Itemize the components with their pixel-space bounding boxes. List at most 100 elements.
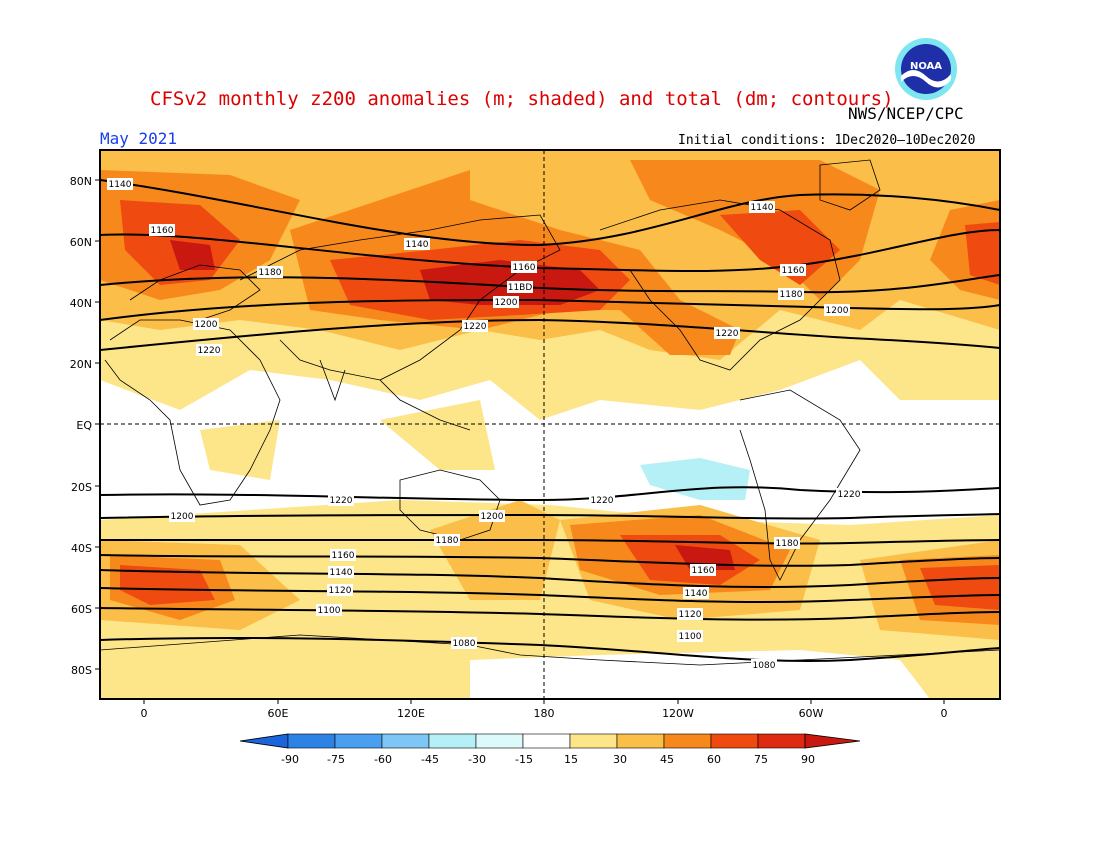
contour-label: 1180 <box>257 266 283 278</box>
colorbar-seg <box>757 733 806 749</box>
lat-label-20n: 20N <box>70 358 92 371</box>
svg-text:1200: 1200 <box>495 298 518 308</box>
contour-label: 1220 <box>462 320 488 332</box>
svg-text:1180: 1180 <box>259 268 282 278</box>
svg-text:1160: 1160 <box>782 266 805 276</box>
colorbar-label: 60 <box>707 753 721 766</box>
contour-label: 1120 <box>327 584 353 596</box>
lon-label-0: 0 <box>141 707 148 720</box>
colorbar-seg <box>522 733 571 749</box>
colorbar-seg <box>334 733 383 749</box>
contour-label: 1100 <box>316 604 342 616</box>
svg-text:1180: 1180 <box>436 536 459 546</box>
contour-label: 1140 <box>328 566 354 578</box>
coast-india <box>319 359 346 402</box>
lon-label-60w: 60W <box>799 707 824 720</box>
coast-seasia <box>379 379 471 431</box>
contour-label: 1180 <box>774 537 800 549</box>
contour-label: 1200 <box>824 304 850 316</box>
colorbar-seg <box>710 733 759 749</box>
colorbar-seg <box>287 733 336 749</box>
contour-label: 1160 <box>149 224 175 236</box>
lat-label-60n: 60N <box>70 236 92 249</box>
colorbar-label: -90 <box>281 753 299 766</box>
svg-text:1160: 1160 <box>513 263 536 273</box>
svg-text:1180: 1180 <box>776 539 799 549</box>
svg-text:1200: 1200 <box>171 512 194 522</box>
shade-nh-75-west <box>170 240 215 270</box>
shade-sh-30 <box>100 500 1000 640</box>
noaa-logo-icon: NOAA <box>895 38 957 100</box>
svg-text:1120: 1120 <box>679 610 702 620</box>
initial-conditions: Initial conditions: 1Dec2020–10Dec2020 <box>678 133 976 148</box>
agency-label: NWS/NCEP/CPC <box>848 104 964 123</box>
contour-label: 1140 <box>683 587 709 599</box>
shade-antarctic-white <box>470 650 930 699</box>
lat-label-60s: 60S <box>71 603 92 616</box>
contour-label: 1080 <box>451 637 477 649</box>
svg-text:1220: 1220 <box>464 322 487 332</box>
contour-label: 1120 <box>677 608 703 620</box>
lon-label-0-east: 0 <box>941 707 948 720</box>
colorbar-arrow-right <box>804 733 861 749</box>
contour-label: 11BD <box>507 281 533 293</box>
lat-label-80n: 80N <box>70 175 92 188</box>
contour-label: 1200 <box>493 296 519 308</box>
lon-axis: 0 60E 120E 180 120W 60W 0 <box>141 699 948 720</box>
contour-label: 1080 <box>751 659 777 671</box>
svg-text:1200: 1200 <box>481 512 504 522</box>
contour-sh-1160 <box>100 554 1000 567</box>
shade-trop-2 <box>200 420 280 480</box>
colorbar-seg <box>381 733 430 749</box>
contour-nh-1200 <box>100 298 1000 321</box>
logo-text: NOAA <box>910 61 942 72</box>
svg-text:1160: 1160 <box>151 226 174 236</box>
contour-label-group: 1140 1160 1180 1200 1220 1140 1160 11BD … <box>107 178 862 671</box>
colorbar: -90 -75 -60 -45 -30 -15 15 30 45 60 75 9… <box>239 733 861 766</box>
svg-text:1140: 1140 <box>751 203 774 213</box>
svg-text:1220: 1220 <box>330 496 353 506</box>
contour-sh-1120 <box>100 587 1000 604</box>
contour-label: 1200 <box>169 510 195 522</box>
colorbar-label: 30 <box>613 753 627 766</box>
contour-label: 1160 <box>780 264 806 276</box>
contour-label: 1140 <box>107 178 133 190</box>
chart-title: CFSv2 monthly z200 anomalies (m; shaded)… <box>150 88 894 110</box>
svg-text:1200: 1200 <box>195 320 218 330</box>
svg-text:1220: 1220 <box>591 496 614 506</box>
contour-label: 1220 <box>196 344 222 356</box>
contour-nh-1160 <box>100 229 1000 273</box>
svg-text:1140: 1140 <box>109 180 132 190</box>
colorbar-arrow-left <box>239 733 289 749</box>
lat-axis: 80N 60N 40N 20N EQ 20S 40S 60S 80S <box>70 175 100 677</box>
contour-nh-1180 <box>100 274 1000 294</box>
colorbar-seg <box>428 733 477 749</box>
contour-sh-1220 <box>100 486 1000 502</box>
lon-label-120w: 120W <box>662 707 694 720</box>
shade-trop-1 <box>380 400 495 470</box>
colorbar-label: -30 <box>468 753 486 766</box>
colorbar-seg <box>475 733 524 749</box>
colorbar-label: -60 <box>374 753 392 766</box>
svg-text:1120: 1120 <box>329 586 352 596</box>
contour-sh-1080 <box>100 636 1000 662</box>
lat-label-80s: 80S <box>71 664 92 677</box>
colorbar-label: 90 <box>801 753 815 766</box>
lat-label-40s: 40S <box>71 542 92 555</box>
lat-label-eq: EQ <box>76 419 92 432</box>
colorbar-label: 15 <box>564 753 578 766</box>
coast-n-america <box>599 199 841 371</box>
contour-label: 1220 <box>714 327 740 339</box>
contour-label: 1140 <box>749 201 775 213</box>
contour-label: 1160 <box>330 549 356 561</box>
contour-label: 1180 <box>778 288 804 300</box>
contour-label: 1140 <box>404 238 430 250</box>
contour-label: 1160 <box>511 261 537 273</box>
svg-text:1200: 1200 <box>826 306 849 316</box>
contour-label: 1100 <box>677 630 703 642</box>
svg-text:1140: 1140 <box>330 568 353 578</box>
svg-text:1080: 1080 <box>453 639 476 649</box>
svg-text:1100: 1100 <box>679 632 702 642</box>
svg-text:1080: 1080 <box>753 661 776 671</box>
